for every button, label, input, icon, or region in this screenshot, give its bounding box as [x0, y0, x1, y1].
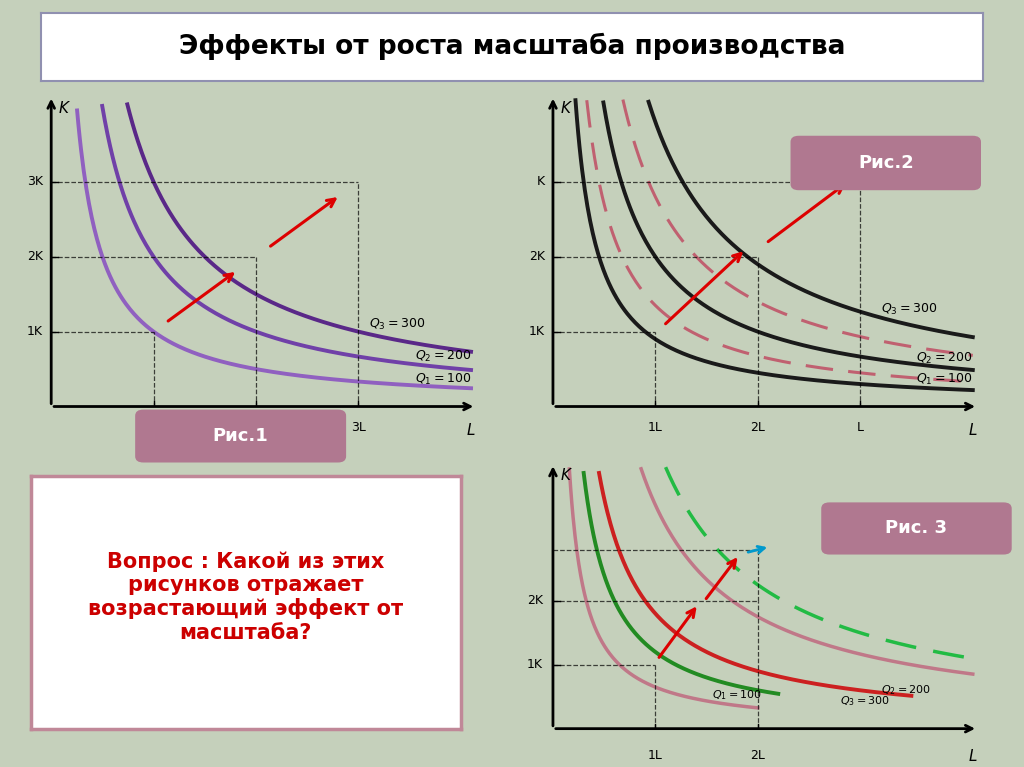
Text: 3K: 3K — [27, 176, 43, 189]
Text: $Q_3=300$: $Q_3=300$ — [369, 317, 425, 332]
Text: Вопрос : Какой из этих
рисунков отражает
возрастающий эффект от
масштаба?: Вопрос : Какой из этих рисунков отражает… — [88, 551, 403, 643]
Text: Рис. 3: Рис. 3 — [886, 519, 947, 538]
Text: $Q_2=200$: $Q_2=200$ — [916, 351, 973, 366]
Text: $Q_3=300$: $Q_3=300$ — [840, 694, 890, 708]
Text: L: L — [969, 749, 977, 764]
Text: Рис.2: Рис.2 — [858, 154, 913, 173]
Text: 1K: 1K — [526, 658, 543, 671]
Text: 1L: 1L — [648, 422, 663, 434]
Text: $Q_2=200$: $Q_2=200$ — [415, 349, 471, 364]
Text: $Q_1=100$: $Q_1=100$ — [712, 688, 762, 702]
Text: 1K: 1K — [528, 325, 545, 338]
Text: K: K — [58, 101, 69, 116]
Text: K: K — [560, 101, 570, 116]
Text: L: L — [857, 422, 863, 434]
Text: $Q_1=100$: $Q_1=100$ — [916, 371, 973, 387]
Text: 2L: 2L — [751, 749, 765, 762]
Text: 2K: 2K — [27, 250, 43, 263]
Text: L: L — [969, 423, 977, 438]
Text: 2L: 2L — [249, 422, 263, 434]
Text: 2L: 2L — [751, 422, 765, 434]
Text: L: L — [467, 423, 475, 438]
Text: 1L: 1L — [146, 422, 161, 434]
Text: Рис.1: Рис.1 — [213, 427, 268, 446]
Text: $Q_1=100$: $Q_1=100$ — [415, 371, 471, 387]
Text: 1K: 1K — [27, 325, 43, 338]
Text: 1L: 1L — [648, 749, 663, 762]
Text: 2K: 2K — [528, 250, 545, 263]
Text: K: K — [537, 176, 545, 189]
Text: 2K: 2K — [526, 594, 543, 607]
Text: $Q_3=300$: $Q_3=300$ — [881, 302, 937, 317]
Text: K: K — [560, 468, 570, 483]
Text: 3L: 3L — [351, 422, 366, 434]
Text: Эффекты от роста масштаба производства: Эффекты от роста масштаба производства — [179, 33, 845, 61]
Text: $Q_2=200$: $Q_2=200$ — [881, 683, 931, 697]
